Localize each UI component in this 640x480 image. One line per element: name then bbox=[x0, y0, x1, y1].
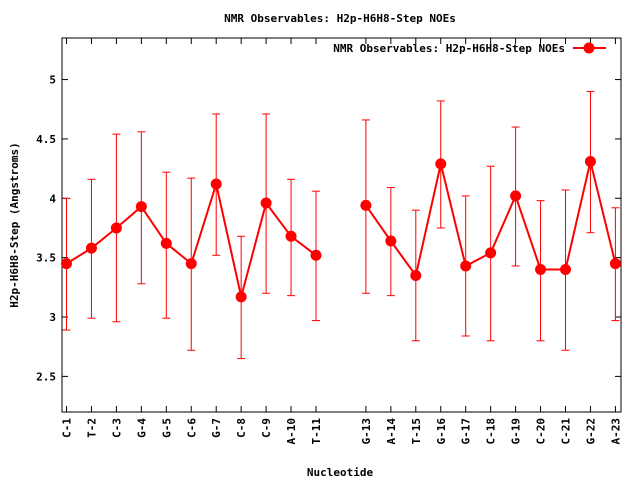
legend-marker-sample bbox=[583, 42, 595, 54]
chart-title: NMR Observables: H2p-H6H8-Step NOEs bbox=[224, 12, 456, 25]
x-tick-label: C-21 bbox=[560, 418, 573, 445]
x-tick-label: C-6 bbox=[185, 418, 198, 438]
y-tick-label: 2.5 bbox=[36, 370, 56, 383]
data-point bbox=[160, 237, 172, 249]
x-tick-label: A-10 bbox=[285, 418, 298, 445]
data-point bbox=[560, 264, 571, 276]
y-tick-label: 4.5 bbox=[36, 133, 56, 146]
data-point bbox=[485, 247, 497, 259]
x-tick-label: A-23 bbox=[609, 418, 622, 445]
x-tick-label: C-9 bbox=[260, 418, 273, 438]
data-point bbox=[410, 269, 422, 281]
data-point bbox=[135, 201, 147, 213]
data-point bbox=[510, 190, 522, 202]
data-point bbox=[609, 258, 621, 270]
x-tick-label: T-11 bbox=[310, 418, 323, 445]
y-tick-label: 3 bbox=[49, 311, 56, 324]
x-tick-label: G-7 bbox=[210, 418, 223, 438]
x-tick-label: T-15 bbox=[410, 418, 423, 445]
plot-frame bbox=[61, 37, 622, 413]
x-tick-label: T-2 bbox=[85, 418, 98, 438]
y-tick-label: 5 bbox=[49, 74, 56, 87]
x-tick-label: G-16 bbox=[435, 418, 448, 445]
data-point bbox=[310, 249, 322, 261]
data-point bbox=[185, 258, 197, 270]
data-point bbox=[260, 197, 272, 209]
data-point bbox=[435, 158, 447, 170]
x-axis: C-1 T-2 C-3 G-4 G-5 C-6 G-7 C-8 C-9 A-10 T-11 G-13 A… bbox=[61, 38, 622, 445]
data-point bbox=[584, 155, 596, 167]
data-point bbox=[285, 230, 297, 242]
data-point bbox=[235, 291, 247, 303]
x-tick-label: G-13 bbox=[360, 418, 373, 445]
data-point bbox=[385, 235, 397, 247]
data-point bbox=[535, 264, 547, 276]
data-point bbox=[460, 260, 472, 272]
y-axis: 2.5 3 3.5 4 4.5 5 bbox=[36, 74, 621, 383]
data-point bbox=[360, 199, 372, 211]
y-axis-title: H2p-H6H8-Step (Angstroms) bbox=[8, 142, 21, 308]
data-point bbox=[110, 222, 122, 234]
x-tick-label: C-3 bbox=[110, 418, 123, 438]
legend: NMR Observables: H2p-H6H8-Step NOEs bbox=[333, 42, 606, 55]
legend-label: NMR Observables: H2p-H6H8-Step NOEs bbox=[333, 42, 565, 55]
data-point bbox=[85, 242, 97, 254]
x-tick-label: G-22 bbox=[584, 418, 597, 445]
x-tick-label: G-4 bbox=[135, 418, 148, 438]
x-tick-label: C-1 bbox=[61, 418, 74, 438]
x-tick-label: G-19 bbox=[510, 418, 523, 445]
x-tick-label: C-18 bbox=[485, 418, 498, 445]
x-tick-label: G-5 bbox=[160, 418, 173, 438]
x-tick-label: C-8 bbox=[235, 418, 248, 438]
data-point bbox=[210, 178, 222, 190]
x-tick-label: C-20 bbox=[535, 418, 548, 445]
series-group bbox=[61, 90, 621, 360]
data-point bbox=[61, 258, 72, 270]
x-axis-title: Nucleotide bbox=[307, 466, 374, 479]
y-tick-label: 4 bbox=[49, 192, 56, 205]
y-tick-label: 3.5 bbox=[36, 252, 56, 265]
x-tick-label: G-17 bbox=[460, 418, 473, 445]
x-tick-label: A-14 bbox=[385, 418, 398, 445]
